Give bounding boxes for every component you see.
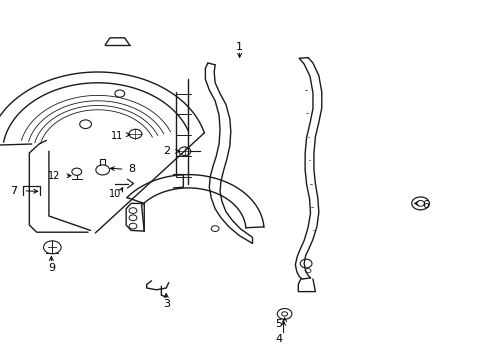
Text: 7: 7 (10, 186, 17, 196)
Text: 2: 2 (163, 146, 169, 156)
Text: 10: 10 (108, 189, 121, 199)
Text: 12: 12 (47, 171, 60, 181)
Text: 5: 5 (275, 319, 282, 329)
Text: 1: 1 (236, 42, 243, 52)
Text: 3: 3 (163, 299, 169, 309)
Text: 4: 4 (275, 334, 282, 344)
Text: 6: 6 (421, 200, 428, 210)
Text: 8: 8 (128, 164, 135, 174)
Text: 11: 11 (111, 131, 123, 141)
Text: 9: 9 (48, 263, 55, 273)
